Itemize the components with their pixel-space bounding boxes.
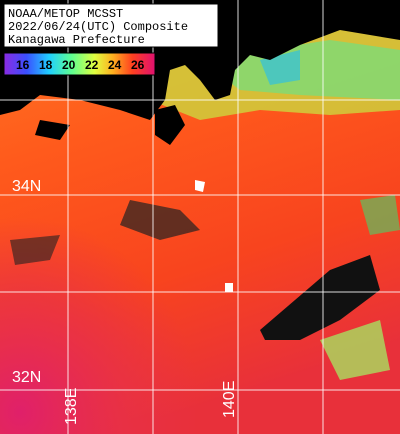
- latitude-label: 32N: [12, 369, 41, 386]
- colorbar-label: 18: [39, 58, 53, 72]
- header-line: 2022/06/24(UTC) Composite: [8, 20, 188, 34]
- cloud: [360, 195, 400, 235]
- cloud: [320, 320, 390, 380]
- cloud: [260, 255, 380, 340]
- island: [155, 105, 185, 145]
- colorbar-label: 20: [62, 58, 76, 72]
- colorbar-label: 24: [108, 58, 122, 72]
- longitude-label: 140E: [221, 381, 238, 418]
- colorbar: [3, 52, 156, 76]
- cloud: [10, 235, 60, 265]
- island: [225, 283, 233, 292]
- colorbar-label: 16: [16, 58, 30, 72]
- longitude-label: 138E: [63, 388, 80, 425]
- colorbar-label: 22: [85, 58, 99, 72]
- island: [195, 180, 205, 192]
- header-box: [3, 3, 219, 48]
- header-line: Kanagawa Prefecture: [8, 33, 145, 47]
- cloud: [35, 120, 70, 140]
- cloud: [120, 200, 200, 240]
- latitude-label: 34N: [12, 178, 41, 195]
- header-line: NOAA/METOP MCSST: [8, 7, 123, 21]
- colorbar-ticks: 16 18 20 22 24 26: [16, 58, 145, 72]
- colorbar-label: 26: [131, 58, 145, 72]
